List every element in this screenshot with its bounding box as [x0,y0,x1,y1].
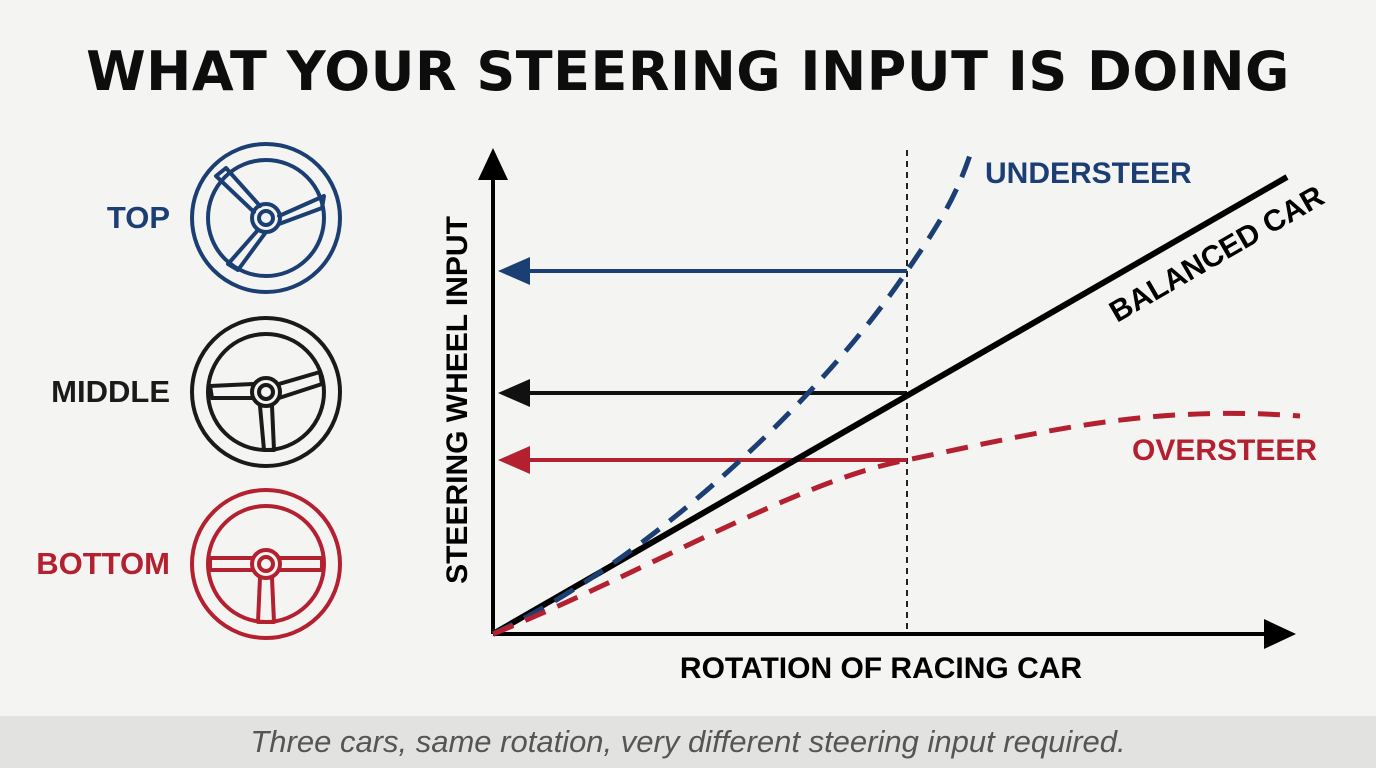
balanced-car-label: BALANCED CAR [1104,179,1330,329]
caption-bar: Three cars, same rotation, very differen… [0,716,1376,768]
steering-chart: UNDERSTEER BALANCED CAR OVERSTEER ROTATI… [441,148,1330,685]
steering-wheel-icon [190,316,342,468]
page-title: WHAT YOUR STEERING INPUT IS DOING [86,40,1290,103]
top-input-arrow-head [498,257,530,285]
x-axis-label: ROTATION OF RACING CAR [680,652,1083,685]
wheel-label-top: TOP [106,200,170,235]
steering-wheel-icon [190,488,342,640]
understeer-label: UNDERSTEER [985,157,1192,190]
y-axis-label: STEERING WHEEL INPUT [441,216,474,584]
oversteer-curve [492,410,1301,637]
balanced-car-line [491,174,1289,637]
caption-text: Three cars, same rotation, very differen… [250,724,1126,759]
y-axis-arrow [478,148,508,180]
x-axis-arrow [1264,619,1296,649]
middle-input-arrow-head [498,379,530,407]
wheel-label-middle: MIDDLE [51,374,170,409]
steering-wheel-icon [190,142,342,294]
oversteer-label: OVERSTEER [1132,434,1317,467]
bottom-input-arrow-head [498,446,530,474]
wheel-label-bottom: BOTTOM [36,546,170,581]
